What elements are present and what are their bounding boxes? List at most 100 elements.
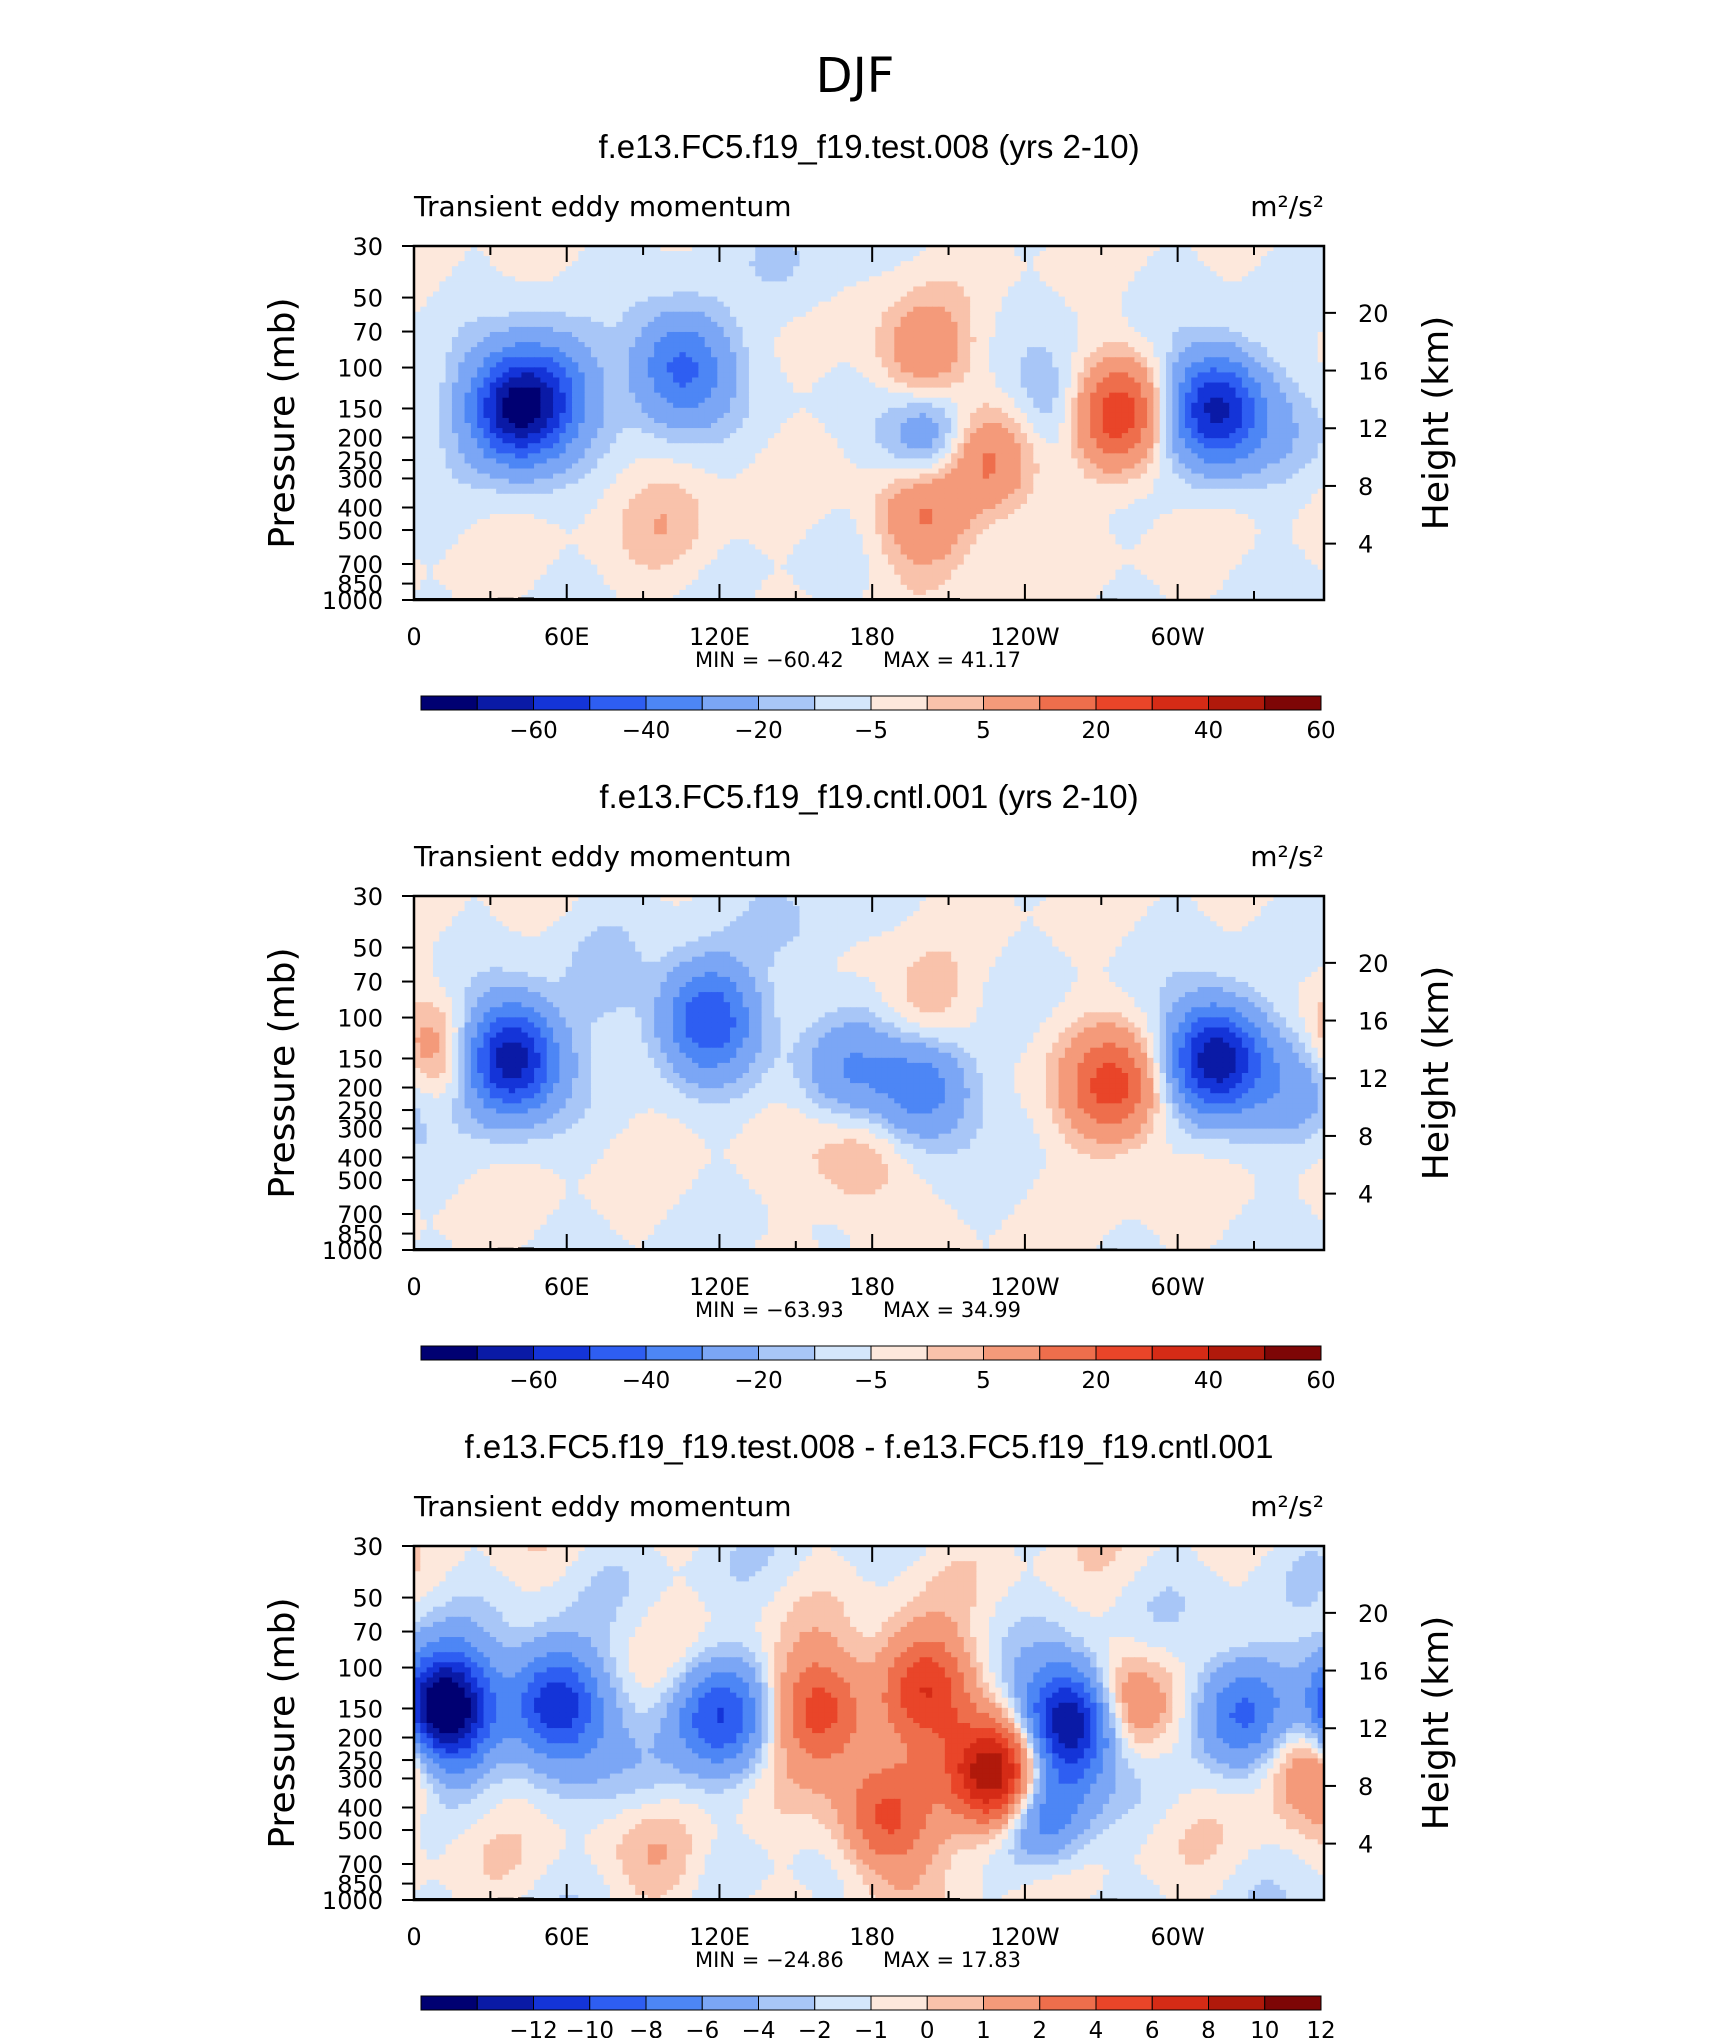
contour-cell [736, 402, 744, 409]
contour-cell [641, 261, 649, 267]
contour-cell [1241, 281, 1249, 288]
contour-cell [1090, 352, 1098, 358]
contour-cell [464, 276, 472, 282]
contour-cell [1121, 276, 1129, 282]
contour-cell [1311, 306, 1319, 313]
contour-cell [458, 337, 466, 343]
contour-cell [932, 266, 940, 272]
contour-cell [729, 256, 737, 262]
contour-cell [571, 387, 579, 394]
contour-cell [679, 276, 687, 282]
contour-cell [426, 377, 434, 384]
contour-cell [1203, 321, 1211, 328]
contour-cell [951, 337, 959, 343]
contour-cell [1071, 311, 1079, 318]
contour-cell [1121, 397, 1129, 404]
contour-cell [698, 387, 706, 394]
contour-cell [1222, 321, 1230, 328]
contour-cell [736, 382, 744, 389]
contour-cell [508, 316, 516, 323]
contour-cell [887, 372, 895, 379]
contour-cell [1210, 296, 1218, 303]
contour-cell [464, 377, 472, 384]
contour-cell [1298, 296, 1306, 303]
contour-cell [1020, 316, 1028, 323]
contour-cell [534, 362, 541, 368]
contour-cell [944, 276, 952, 282]
contour-cell [1305, 271, 1312, 277]
contour-cell [1109, 271, 1117, 277]
contour-cell [831, 362, 838, 368]
contour-cell [1279, 326, 1287, 333]
contour-cell [1147, 412, 1154, 419]
contour-cell [875, 372, 883, 379]
contour-cell [1191, 291, 1199, 298]
contour-cell [692, 261, 699, 267]
contour-cell [793, 331, 801, 338]
contour-cell [641, 246, 649, 252]
contour-cell [1115, 251, 1123, 257]
contour-cell [1254, 321, 1262, 328]
contour-cell [780, 321, 788, 328]
contour-cell [1254, 352, 1262, 358]
contour-cell [881, 306, 889, 313]
contour-cell [1014, 301, 1022, 308]
contour-cell [1064, 281, 1072, 288]
contour-cell [1033, 342, 1041, 348]
contour-cell [957, 352, 965, 358]
contour-cell [590, 321, 598, 328]
contour-cell [1191, 256, 1199, 262]
contour-cell [426, 256, 434, 262]
contour-cell [534, 372, 541, 379]
contour-cell [609, 291, 617, 298]
contour-cell [654, 362, 662, 368]
contour-cell [1109, 276, 1117, 282]
contour-cell [1045, 266, 1053, 272]
contour-cell [944, 266, 952, 272]
contour-cell [799, 271, 807, 277]
contour-cell [616, 377, 624, 384]
contour-cell [1292, 271, 1300, 277]
contour-cell [426, 352, 434, 358]
contour-cell [641, 301, 649, 308]
contour-cell [755, 271, 763, 277]
contour-cell [831, 296, 838, 303]
contour-cell [597, 372, 605, 379]
contour-cell [805, 392, 813, 399]
contour-cell [502, 271, 510, 277]
contour-cell [919, 387, 927, 394]
contour-cell [742, 311, 750, 318]
contour-cell [951, 387, 959, 394]
contour-cell [932, 377, 940, 384]
contour-cell [439, 256, 447, 262]
contour-cell [831, 251, 838, 257]
contour-cell [1115, 382, 1123, 389]
contour-cell [515, 326, 523, 333]
contour-cell [963, 251, 971, 257]
contour-cell [1033, 331, 1041, 338]
contour-cell [1039, 321, 1047, 328]
contour-cell [1184, 266, 1192, 272]
contour-cell [862, 377, 870, 384]
contour-cell [635, 372, 643, 379]
contour-cell [540, 367, 548, 374]
contour-cell [711, 296, 718, 303]
contour-cell [1140, 266, 1148, 272]
contour-cell [1235, 337, 1243, 343]
contour-cell [1203, 412, 1211, 419]
contour-cell [1267, 357, 1275, 363]
contour-cell [824, 276, 832, 282]
contour-cell [1235, 326, 1243, 333]
contour-cell [1147, 402, 1154, 409]
contour-cell [995, 352, 1003, 358]
contour-cell [1260, 402, 1268, 409]
contour-cell [843, 271, 851, 277]
contour-cell [919, 407, 927, 414]
contour-cell [1008, 382, 1015, 389]
contour-cell [805, 412, 813, 419]
contour-cell [869, 392, 876, 399]
contour-cell [622, 251, 630, 257]
contour-cell [736, 362, 744, 368]
contour-cell [553, 316, 560, 323]
contour-cell [932, 347, 940, 353]
